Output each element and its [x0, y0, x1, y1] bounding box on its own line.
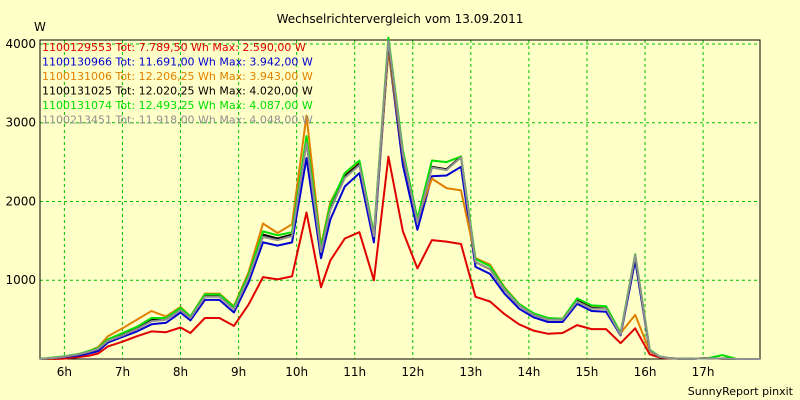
x-tick-label-13h: 13h: [459, 365, 482, 379]
legend-entry-1100129553: 1100129553 Tot: 7.789,50 Wh Max: 2.590,0…: [42, 41, 306, 54]
x-tick-label-16h: 16h: [634, 365, 657, 379]
legend-entry-1100131074: 1100131074 Tot: 12.493,25 Wh Max: 4.087,…: [42, 99, 313, 112]
x-tick-label-12h: 12h: [401, 365, 424, 379]
x-tick-label-17h: 17h: [692, 365, 715, 379]
x-tick-label-14h: 14h: [517, 365, 540, 379]
legend: 1100129553 Tot: 7.789,50 Wh Max: 2.590,0…: [42, 41, 313, 127]
plot-frame: [39, 39, 761, 360]
x-tick-label-15h: 15h: [576, 365, 599, 379]
x-tick-label-6h: 6h: [57, 365, 72, 379]
series-layer: [39, 36, 760, 360]
x-tick-label-8h: 8h: [173, 365, 188, 379]
axis-layer: 1000 2000 3000 4000 6h 7h 8h 9h 10h 11h 12h 13h 14h 1…: [5, 37, 761, 379]
y-tick-label-3000: 3000: [5, 116, 36, 130]
chart-title: Wechselrichtervergleich vom 13.09.2011: [277, 12, 524, 26]
legend-entry-1100131025: 1100131025 Tot: 12.020,25 Wh Max: 4.020,…: [42, 85, 313, 98]
series-line-1100129553: [40, 155, 760, 360]
y-tick-label-4000: 4000: [5, 37, 36, 51]
legend-entry-1100213451: 1100213451 Tot: 11.918,00 Wh Max: 4.048,…: [42, 114, 313, 127]
series-line-1100213451: [39, 39, 760, 360]
x-tick-label-11h: 11h: [343, 365, 366, 379]
legend-entry-1100130966: 1100130966 Tot: 11.691,00 Wh Max: 3.942,…: [42, 56, 313, 69]
x-tick-label-9h: 9h: [231, 365, 246, 379]
y-tick-label-1000: 1000: [5, 273, 36, 287]
y-axis-unit-label: W: [34, 20, 46, 34]
x-tick-label-7h: 7h: [115, 365, 130, 379]
x-tick-label-10h: 10h: [285, 365, 308, 379]
y-tick-label-2000: 2000: [5, 194, 36, 208]
legend-entry-1100131006: 1100131006 Tot: 12.206,25 Wh Max: 3.943,…: [42, 70, 313, 83]
credit-label: SunnyReport pinxit: [688, 385, 794, 398]
